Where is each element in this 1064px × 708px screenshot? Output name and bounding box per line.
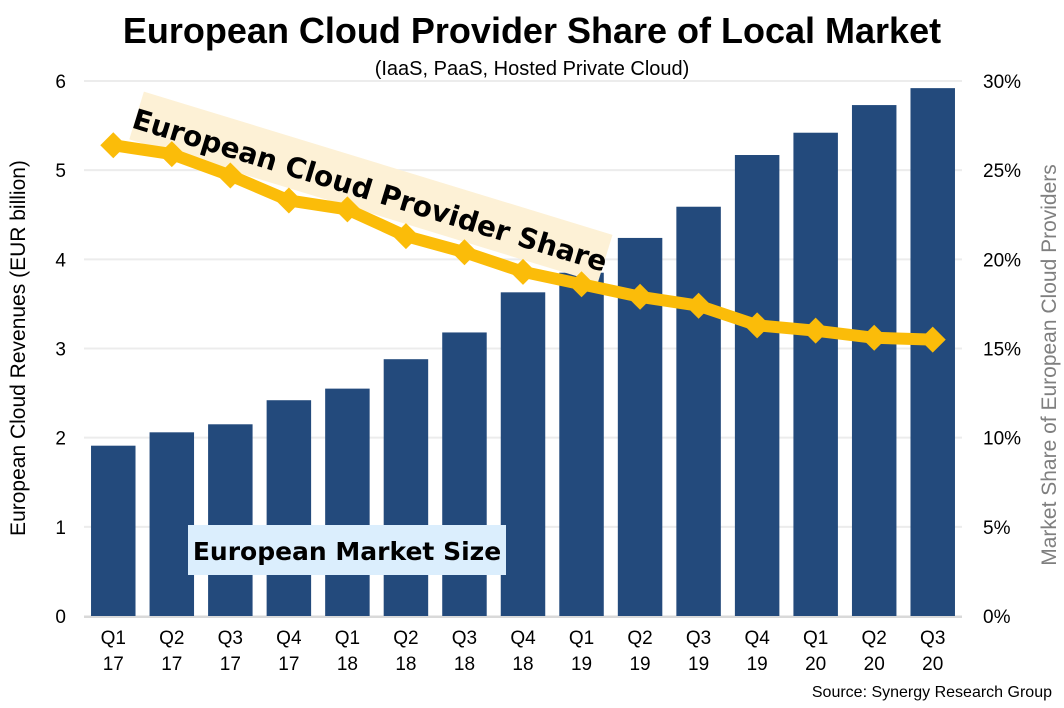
y-tick-label: 5 [55, 161, 66, 182]
x-tick-label-year: 20 [805, 654, 826, 675]
x-tick-label-year: 20 [864, 654, 885, 675]
y2-tick-label: 0% [983, 607, 1011, 628]
x-tick-label-quarter: Q2 [159, 628, 184, 649]
bar [559, 272, 604, 616]
share-point-marker [510, 258, 536, 285]
x-tick-label-quarter: Q3 [920, 628, 945, 649]
share-point-marker [100, 132, 127, 159]
bar [325, 388, 370, 616]
x-tick-label-quarter: Q3 [452, 628, 477, 649]
share-point-marker [451, 239, 478, 266]
x-tick-label-year: 19 [571, 654, 592, 675]
y2-axis-label: Market Share of European Cloud Providers [1038, 164, 1061, 566]
y2-tick-label: 25% [983, 161, 1021, 182]
y2-tick-label: 15% [983, 340, 1021, 361]
bar [793, 132, 838, 616]
x-tick-label-quarter: Q1 [803, 628, 828, 649]
market-size-annotation-box [188, 525, 506, 575]
x-tick-label-quarter: Q1 [101, 628, 126, 649]
y-tick-label: 0 [55, 607, 66, 628]
x-tick-label-quarter: Q4 [510, 628, 536, 649]
bar [91, 445, 136, 616]
bar [149, 432, 195, 616]
y-tick-label: 3 [55, 340, 66, 361]
x-tick-label-year: 17 [278, 654, 299, 675]
y2-tick-label: 30% [983, 72, 1021, 93]
y-tick-label: 2 [55, 429, 66, 450]
chart-subtitle: (IaaS, PaaS, Hosted Private Cloud) [374, 58, 690, 80]
x-tick-label-year: 17 [103, 654, 124, 675]
share-point-marker [158, 141, 185, 168]
x-axis-ticks: Q1 17 Q2 17 Q3 17 Q4 17 Q1 18 Q2 18 Q3 18 Q4 18 Q1 19 Q2 19… [101, 628, 946, 675]
x-tick-label-quarter: Q2 [862, 628, 887, 649]
y-tick-label: 6 [55, 72, 66, 93]
share-point-marker [744, 312, 771, 339]
x-tick-label-quarter: Q2 [393, 628, 418, 649]
bar [676, 206, 721, 616]
share-point-marker [217, 162, 244, 189]
share-annotation: European Cloud Provider Share [129, 91, 613, 283]
x-tick-label-year: 19 [688, 654, 709, 675]
x-tick-label-quarter: Q1 [569, 628, 594, 649]
share-point-marker [392, 223, 419, 250]
source-note: Source: Synergy Research Group [811, 684, 1052, 701]
chart-title: European Cloud Provider Share of Local M… [122, 10, 942, 51]
x-tick-label-year: 18 [337, 654, 358, 675]
y2-tick-label: 5% [983, 518, 1011, 539]
bar [500, 292, 546, 616]
x-tick-label-year: 17 [161, 654, 182, 675]
market-size-annotation: European Market Size [188, 525, 506, 575]
share-point-marker [919, 326, 946, 353]
x-tick-label-year: 17 [220, 654, 241, 675]
x-tick-label-quarter: Q1 [335, 628, 360, 649]
share-point-marker [334, 196, 361, 223]
share-point-marker [802, 317, 829, 344]
share-point-marker [861, 324, 888, 351]
y2-tick-label: 10% [983, 429, 1021, 450]
share-annotation-box [129, 91, 613, 283]
y2-axis-ticks: 0% 5% 10% 15% 20% 25% 30% [983, 72, 1021, 628]
x-tick-label-quarter: Q4 [276, 628, 302, 649]
x-tick-label-quarter: Q3 [686, 628, 711, 649]
x-tick-label-year: 18 [454, 654, 475, 675]
x-tick-label-quarter: Q2 [627, 628, 652, 649]
bar [734, 155, 780, 616]
x-tick-label-quarter: Q4 [744, 628, 770, 649]
bar [851, 105, 897, 616]
share-point-marker [568, 271, 595, 298]
share-point-marker [685, 292, 712, 319]
share-point-marker [627, 283, 654, 310]
bar [266, 400, 312, 616]
x-tick-label-year: 18 [395, 654, 416, 675]
y2-tick-label: 20% [983, 250, 1021, 271]
x-tick-label-year: 20 [922, 654, 943, 675]
y-axis-ticks: 0 1 2 3 4 5 6 [55, 72, 66, 628]
bar [383, 359, 429, 616]
x-tick-label-quarter: Q3 [218, 628, 243, 649]
line-series [100, 132, 946, 353]
y-tick-label: 1 [55, 518, 66, 539]
bar-series [91, 88, 955, 617]
y-tick-label: 4 [55, 250, 66, 271]
share-point-marker [275, 187, 302, 214]
x-tick-label-year: 19 [629, 654, 650, 675]
x-tick-label-year: 18 [512, 654, 533, 675]
market-size-annotation-text: European Market Size [193, 537, 501, 566]
x-tick-label-year: 19 [747, 654, 768, 675]
bar [208, 424, 253, 616]
y-axis-label: European Cloud Revenues (EUR billion) [7, 160, 30, 536]
share-annotation-text: European Cloud Provider Share [129, 102, 612, 278]
